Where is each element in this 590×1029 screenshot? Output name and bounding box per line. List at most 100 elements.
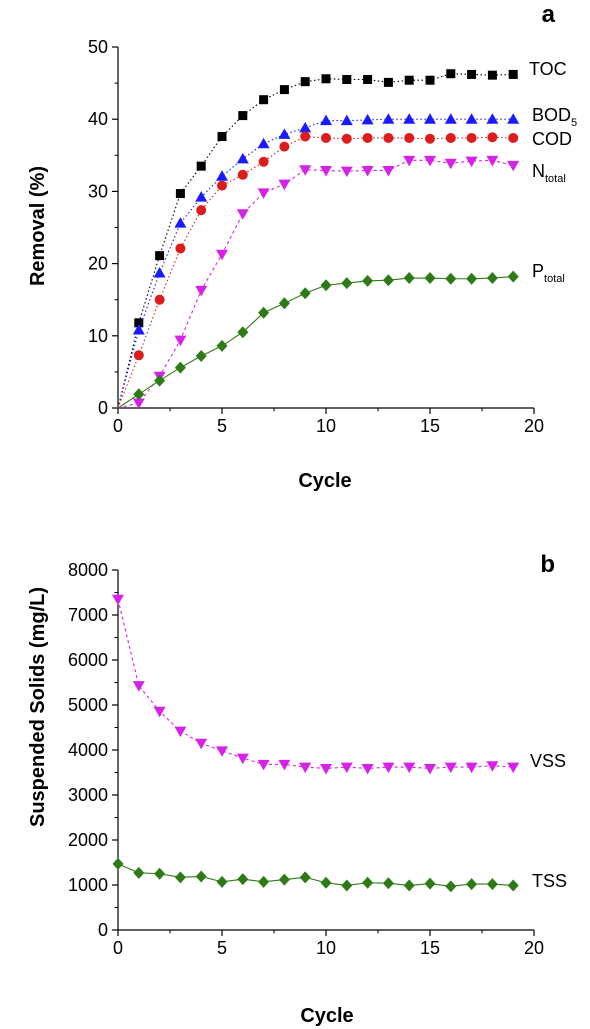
y-tick-label: 50	[88, 37, 108, 57]
data-point	[320, 763, 332, 775]
data-point	[278, 179, 291, 191]
data-point	[299, 762, 312, 774]
data-point	[446, 69, 456, 79]
data-point	[278, 873, 290, 886]
data-point	[340, 114, 353, 126]
x-tick-label: 0	[113, 938, 123, 958]
panel-a-y-axis-title: Removal (%)	[27, 166, 49, 286]
data-point	[320, 876, 332, 889]
data-point	[133, 866, 145, 879]
y-tick-label: 1000	[68, 875, 108, 895]
data-point	[444, 113, 457, 124]
data-point	[508, 132, 519, 143]
y-tick-label: 4000	[68, 740, 108, 760]
series-line	[117, 276, 514, 409]
data-point	[403, 762, 416, 774]
data-point	[153, 266, 166, 278]
data-point	[236, 152, 249, 164]
data-point	[112, 857, 124, 870]
data-point	[445, 880, 457, 893]
data-point	[340, 166, 353, 178]
data-point	[217, 132, 227, 142]
data-point	[300, 77, 310, 87]
y-tick-label: 6000	[68, 650, 108, 670]
data-point	[361, 763, 374, 775]
y-tick-label: 20	[88, 254, 108, 274]
data-point	[487, 132, 498, 143]
data-point	[133, 388, 145, 401]
data-point	[383, 77, 393, 87]
data-point	[424, 877, 436, 890]
data-point	[403, 155, 416, 167]
data-point	[465, 156, 478, 168]
data-point	[486, 155, 499, 167]
data-point	[341, 133, 352, 144]
data-point	[382, 877, 394, 890]
data-point	[320, 165, 332, 177]
y-tick-label: 5000	[68, 695, 108, 715]
data-point	[507, 270, 519, 283]
data-point	[424, 155, 436, 167]
data-point	[236, 753, 249, 765]
panel-b: b 0 5 10 15 20 0 1000 2000 3000 4000 5000 6000 7000 8…	[27, 551, 567, 1027]
data-point	[362, 132, 373, 143]
data-point	[320, 114, 332, 126]
data-point	[341, 277, 353, 290]
data-point	[132, 324, 145, 335]
data-point	[445, 272, 457, 285]
data-point	[155, 251, 165, 261]
panel-b-y-axis-title: Suspended Solids (mg/L)	[27, 587, 49, 827]
data-point	[258, 875, 270, 888]
panel-a-x-axis-title: Cycle	[298, 470, 351, 492]
data-point	[404, 132, 415, 143]
data-point	[507, 879, 519, 892]
data-point	[403, 272, 415, 285]
x-tick-label: 10	[316, 938, 336, 958]
data-point	[425, 75, 435, 85]
data-point	[278, 128, 291, 139]
data-point	[508, 69, 518, 79]
data-point	[486, 761, 499, 772]
data-point	[196, 161, 206, 171]
data-point	[174, 871, 186, 884]
series-ptotal: Ptotal	[117, 261, 565, 409]
data-point	[320, 279, 332, 292]
series-label: BOD5	[532, 105, 577, 129]
data-point	[466, 878, 478, 891]
data-point	[299, 287, 311, 300]
data-point	[134, 318, 144, 328]
data-point	[361, 113, 374, 125]
series-label-main: P	[532, 261, 544, 281]
data-point	[112, 594, 124, 606]
data-point	[132, 681, 145, 692]
data-point	[466, 272, 478, 285]
data-point	[403, 113, 416, 124]
data-point	[259, 95, 269, 105]
data-point	[154, 867, 166, 880]
data-point	[257, 137, 270, 149]
data-point	[507, 160, 520, 172]
data-point	[175, 189, 185, 199]
series-vss: VSS	[112, 594, 566, 775]
series-label-sub: 5	[571, 117, 577, 129]
data-point	[382, 274, 394, 287]
y-tick-label: 0	[98, 398, 108, 418]
series-label-main: BOD	[532, 105, 571, 125]
data-point	[486, 272, 498, 285]
data-point	[236, 209, 249, 220]
data-point	[237, 169, 248, 180]
data-point	[382, 165, 395, 177]
series-line	[117, 599, 514, 770]
data-point	[216, 875, 228, 888]
y-tick-label: 10	[88, 326, 108, 346]
panel-a: a 0 5 10 15 2001020304050TOCBOD5CODNtotalPto…	[27, 1, 577, 492]
x-tick-label: 10	[316, 416, 336, 436]
data-point	[321, 74, 331, 84]
series-label-main: TOC	[529, 59, 567, 79]
data-point	[195, 191, 208, 202]
data-point	[466, 132, 477, 143]
x-tick-label: 0	[113, 416, 123, 436]
y-tick-label: 3000	[68, 785, 108, 805]
data-point	[278, 759, 291, 771]
x-tick-label: 5	[217, 416, 227, 436]
